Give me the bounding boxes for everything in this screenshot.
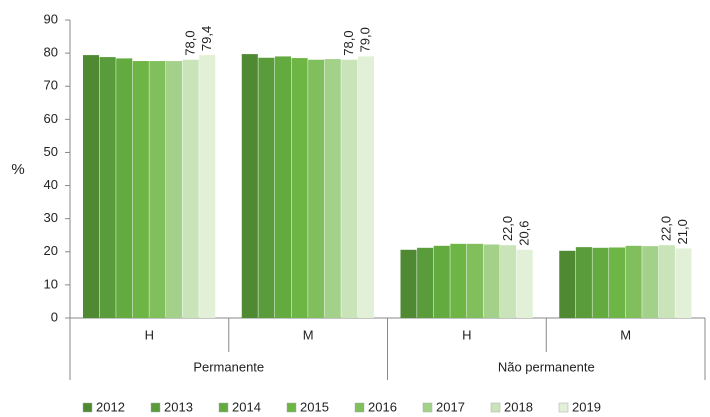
bar <box>466 243 483 318</box>
bar <box>658 245 675 318</box>
legend-label: 2015 <box>300 399 329 414</box>
bar <box>417 247 434 318</box>
data-label: 79,4 <box>199 26 214 51</box>
data-label: 22,0 <box>659 216 674 241</box>
bar <box>258 57 275 318</box>
legend-swatch <box>422 402 433 413</box>
bar <box>165 61 183 319</box>
data-label: 22,0 <box>500 216 515 241</box>
bar <box>83 55 100 318</box>
x-tick-label: M <box>303 327 314 342</box>
legend-swatch <box>490 402 501 413</box>
bar <box>324 59 341 319</box>
group-label: Não permanente <box>498 359 595 374</box>
bar <box>483 244 500 318</box>
legend-swatch <box>558 402 569 413</box>
bar <box>625 245 642 318</box>
data-label: 21,0 <box>675 219 690 244</box>
y-tick-label: 0 <box>51 309 58 324</box>
data-label: 78,0 <box>182 30 197 55</box>
data-label: 20,6 <box>516 220 531 245</box>
x-tick-label: H <box>462 327 471 342</box>
bar <box>433 245 450 318</box>
y-tick-label: 20 <box>44 243 58 258</box>
x-tick-label: H <box>145 327 154 342</box>
y-tick-label: 80 <box>44 45 58 60</box>
bar <box>241 54 258 319</box>
bar <box>675 248 692 318</box>
y-tick-label: 30 <box>44 210 58 225</box>
bar <box>400 249 417 318</box>
bar <box>149 61 166 319</box>
bar <box>182 59 199 318</box>
y-tick-label: 10 <box>44 276 58 291</box>
legend-label: 2018 <box>504 399 533 414</box>
y-tick-label: 90 <box>44 11 58 26</box>
bar <box>116 58 133 319</box>
bar <box>500 245 517 318</box>
bar <box>516 249 533 318</box>
legend-swatch <box>218 402 229 413</box>
bar <box>450 243 467 318</box>
data-label: 78,0 <box>341 30 356 55</box>
y-tick-label: 40 <box>44 177 58 192</box>
bar <box>132 61 149 319</box>
group-label: Permanente <box>193 359 264 374</box>
legend-label: 2016 <box>368 399 397 414</box>
legend-swatch <box>150 402 161 413</box>
bar <box>575 247 592 318</box>
bar <box>308 59 325 318</box>
legend-swatch <box>82 402 93 413</box>
bar <box>592 247 609 318</box>
bar <box>357 56 374 319</box>
legend-label: 2012 <box>96 399 125 414</box>
y-tick-label: 70 <box>44 78 58 93</box>
bar <box>99 57 116 319</box>
y-axis-label: % <box>11 161 24 178</box>
legend-swatch <box>286 402 297 413</box>
legend-label: 2013 <box>164 399 193 414</box>
bar <box>609 247 626 318</box>
y-tick-label: 50 <box>44 144 58 159</box>
bar <box>559 250 576 318</box>
y-tick-label: 60 <box>44 111 58 126</box>
x-tick-label: M <box>620 327 631 342</box>
bar <box>274 56 292 319</box>
legend-label: 2014 <box>232 399 261 414</box>
legend-label: 2019 <box>572 399 601 414</box>
legend-swatch <box>354 402 365 413</box>
bar <box>199 55 216 318</box>
bar <box>291 58 308 318</box>
data-label: 79,0 <box>358 27 373 52</box>
legend-label: 2017 <box>436 399 465 414</box>
bar <box>341 59 358 318</box>
bar <box>642 246 659 318</box>
